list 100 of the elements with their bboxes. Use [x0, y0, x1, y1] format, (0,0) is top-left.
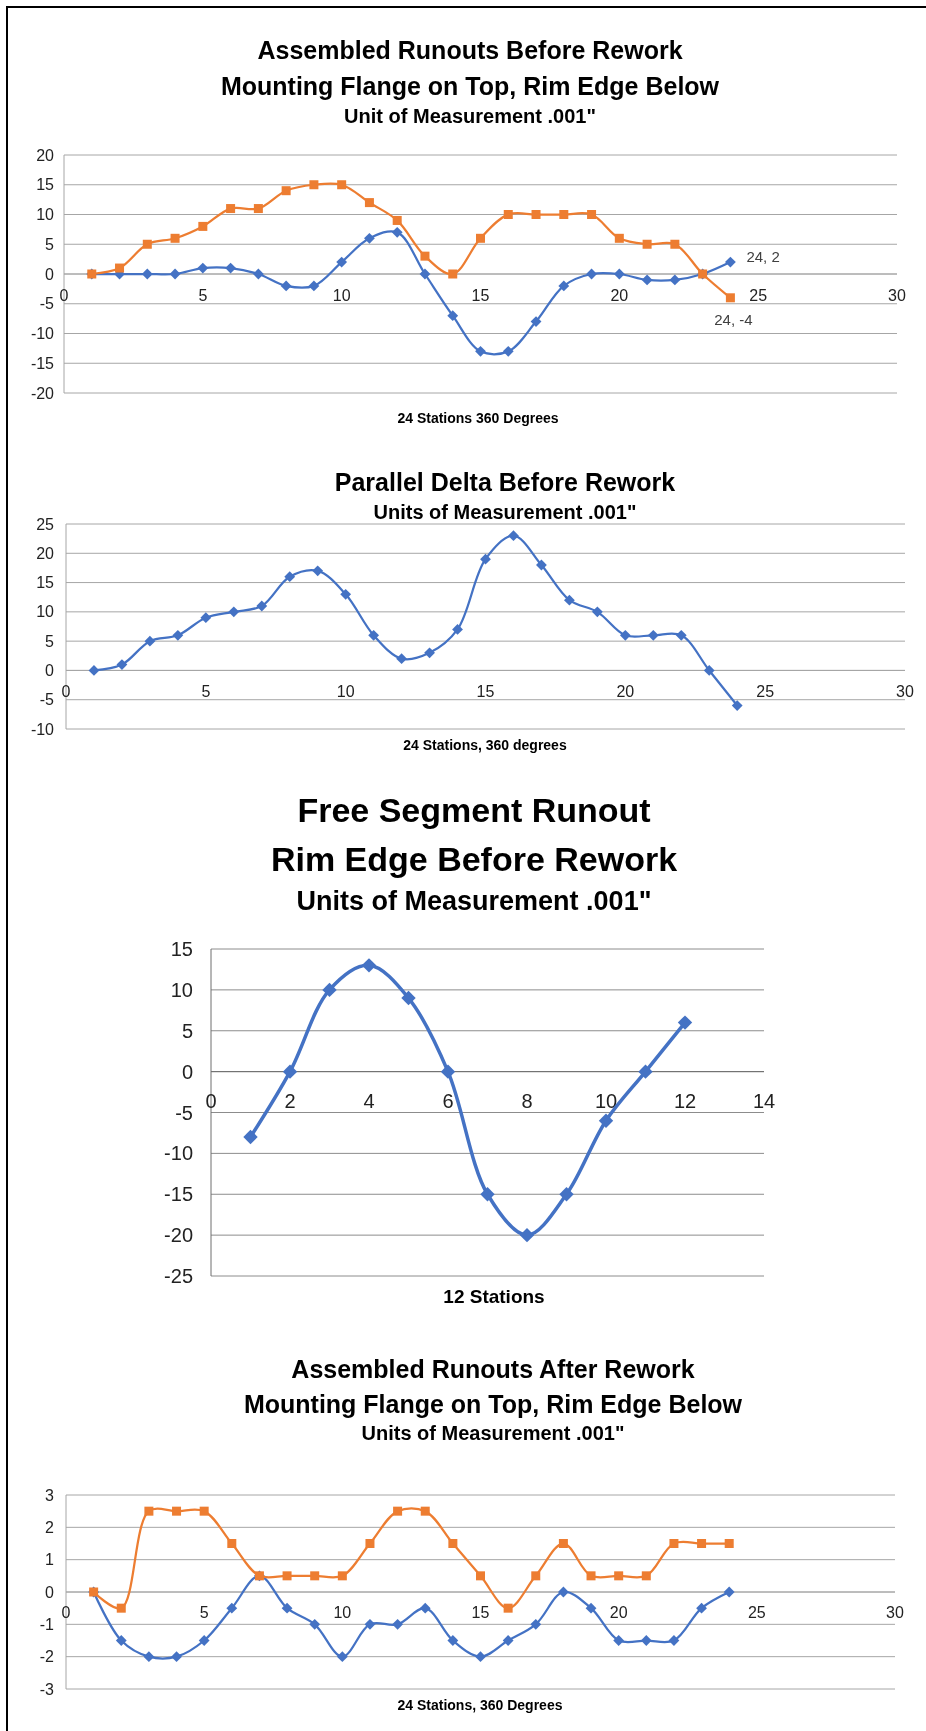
point — [368, 629, 380, 641]
point — [647, 629, 659, 641]
point — [198, 221, 208, 231]
point — [172, 629, 184, 641]
x-tick-label: 4 — [363, 1089, 375, 1112]
y-tick-label: 15 — [170, 938, 193, 960]
point — [284, 571, 296, 583]
point — [725, 293, 735, 303]
point — [309, 1618, 321, 1630]
chart-subtitle: Units of Measurement .001" — [296, 886, 652, 916]
y-tick-label: -20 — [30, 384, 55, 402]
y-tick-label: -1 — [39, 1615, 55, 1633]
point — [452, 624, 463, 635]
y-tick-label: -2 — [39, 1648, 55, 1666]
point — [364, 198, 374, 208]
point — [143, 1651, 155, 1663]
point — [308, 280, 320, 292]
point — [142, 239, 152, 249]
point — [558, 1539, 568, 1548]
point — [310, 1571, 320, 1581]
point — [675, 629, 687, 641]
y-tick-label: 0 — [45, 1583, 55, 1601]
point — [115, 263, 125, 273]
x-tick-label: 0 — [61, 1603, 71, 1621]
chart-title: Free Segment Runout Rim Edge Before Rework — [270, 791, 678, 878]
point — [669, 1539, 679, 1548]
point — [480, 553, 491, 565]
point — [396, 653, 407, 665]
point — [116, 1603, 126, 1613]
point — [312, 565, 324, 577]
point — [559, 1187, 574, 1202]
point — [281, 1602, 293, 1614]
chart-title: Assembled Runouts After Rework Mounting Flange on Top, Rim Edge Below — [243, 1355, 743, 1418]
point — [677, 1015, 693, 1030]
point — [361, 958, 377, 973]
point — [280, 280, 292, 292]
x-tick-label: 20 — [616, 682, 635, 700]
point — [225, 262, 236, 274]
x-tick-label: 8 — [521, 1089, 533, 1112]
point — [336, 1651, 348, 1663]
point — [670, 239, 680, 249]
point — [614, 233, 624, 243]
point — [170, 233, 180, 243]
point — [448, 269, 458, 279]
y-tick-label: 5 — [181, 1019, 193, 1042]
point — [724, 1539, 734, 1548]
y-tick-label: 10 — [36, 206, 55, 223]
point — [638, 1064, 653, 1079]
chart-subtitle: Units of Measurement .001" — [373, 501, 637, 523]
point — [391, 226, 403, 238]
point — [200, 612, 212, 624]
x-tick-label: 30 — [888, 286, 906, 304]
x-tick-label: 5 — [199, 1603, 209, 1621]
point — [613, 1635, 625, 1646]
point — [530, 316, 542, 327]
point — [587, 210, 597, 219]
point — [228, 606, 240, 618]
annotation: 24, -4 — [714, 311, 753, 329]
point — [640, 1635, 652, 1646]
y-tick-label: 0 — [181, 1060, 193, 1083]
point — [598, 1113, 614, 1128]
x-tick-label: 15 — [476, 682, 495, 700]
y-tick-label: -20 — [164, 1224, 193, 1247]
point — [243, 1129, 258, 1145]
y-tick-label: 10 — [36, 603, 55, 621]
chart-title: Assembled Runouts Before Rework Mounting Flange on Top, Rim Edge Below — [220, 36, 720, 100]
x-tick-label: 0 — [61, 682, 71, 700]
y-tick-label: -5 — [175, 1101, 193, 1124]
y-tick-label: -25 — [164, 1265, 193, 1287]
point — [198, 1635, 210, 1646]
y-tick-label: 20 — [36, 146, 55, 164]
point — [475, 1651, 486, 1663]
x-tick-label: 5 — [198, 286, 208, 304]
point — [502, 1635, 514, 1646]
point — [392, 1618, 403, 1630]
point — [564, 594, 575, 606]
point — [440, 1064, 456, 1079]
point — [226, 1602, 238, 1614]
point — [619, 629, 631, 641]
point — [226, 204, 236, 214]
point — [508, 530, 519, 542]
point — [531, 210, 541, 219]
y-tick-label: 1 — [45, 1551, 55, 1569]
x-tick-label: 10 — [333, 1603, 352, 1621]
point — [476, 1571, 485, 1581]
x-tick-label: 30 — [886, 1603, 904, 1621]
point — [393, 1506, 403, 1516]
point — [420, 251, 430, 261]
point — [116, 659, 128, 670]
point — [503, 210, 513, 219]
point — [88, 665, 100, 676]
point — [144, 1506, 154, 1516]
y-tick-label: 5 — [45, 235, 55, 253]
point — [364, 232, 375, 244]
point — [642, 239, 652, 249]
point — [364, 1618, 376, 1630]
point — [558, 1586, 569, 1598]
point — [199, 1506, 209, 1516]
y-tick-label: 0 — [45, 265, 55, 283]
x-tick-label: 10 — [336, 682, 355, 700]
